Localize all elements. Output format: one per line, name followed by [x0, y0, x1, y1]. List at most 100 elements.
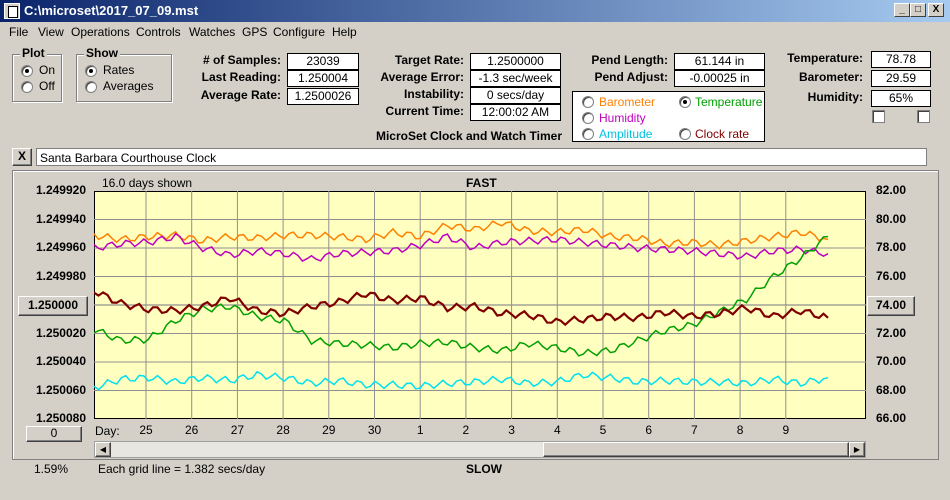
scroll-thumb[interactable] — [543, 442, 849, 457]
day-tick-label: 4 — [553, 423, 561, 437]
day-tick-label: 9 — [782, 423, 790, 437]
plot-series — [94, 220, 829, 391]
plot-on-label: On — [39, 63, 56, 77]
title-bar: C:\microset\2017_07_09.mst _ □ X — [0, 0, 950, 22]
barometer-option-label: Barometer — [599, 95, 656, 109]
left-tick-label: 1.250020 — [35, 325, 86, 340]
clock-rate-radio[interactable] — [679, 128, 691, 140]
right-tick-label: 82.00 — [875, 183, 907, 197]
day-tick-label: 25 — [139, 423, 153, 437]
minimize-button[interactable]: _ — [894, 3, 910, 17]
menu-file[interactable]: File — [9, 25, 29, 39]
menu-watches[interactable]: Watches — [189, 25, 236, 39]
clear-clock-name-button[interactable]: X — [12, 148, 32, 166]
amplitude-option-label: Amplitude — [599, 127, 653, 141]
day-tick-label: 7 — [691, 423, 698, 437]
show-group-title: Show — [84, 46, 120, 60]
temperature-checkbox[interactable] — [872, 110, 885, 123]
show-rates-label: Rates — [103, 63, 135, 77]
amplitude-radio[interactable] — [582, 128, 594, 140]
left-tick-label: 1.249980 — [35, 268, 86, 283]
temperature-label: Temperature: — [787, 51, 863, 65]
pend-length-value[interactable]: 61.144 in — [674, 53, 765, 70]
right-tick-label: 76.00 — [875, 268, 907, 283]
series-line-clock-rate — [94, 291, 829, 327]
left-tick-label: 1.250060 — [35, 382, 86, 397]
plot-grid — [94, 191, 866, 419]
series-line-amplitude — [94, 370, 829, 391]
slow-label: SLOW — [466, 462, 502, 476]
show-averages-radio[interactable] — [85, 81, 97, 93]
menu-help[interactable]: Help — [332, 25, 357, 39]
maximize-button[interactable]: □ — [910, 3, 926, 17]
barometer-label: Barometer: — [798, 70, 863, 84]
temp-center-button[interactable]: 74.00 — [867, 296, 915, 316]
series-line-humidity — [94, 232, 829, 262]
clock-rate-option-label: Clock rate — [695, 127, 750, 141]
humidity-checkbox[interactable] — [917, 110, 930, 123]
current-time-label: Current Time: — [385, 104, 464, 118]
clock-name-input[interactable]: Santa Barbara Courthouse Clock — [36, 148, 927, 166]
instability-label: Instability: — [403, 87, 464, 101]
close-window-button[interactable]: X — [928, 3, 944, 17]
right-tick-label: 78.00 — [875, 240, 907, 254]
plot-area[interactable] — [94, 191, 866, 419]
day-tick-label: 30 — [367, 423, 382, 437]
app-icon[interactable] — [4, 3, 20, 19]
day-tick-label: 29 — [322, 423, 336, 437]
horizontal-scrollbar[interactable]: ◀ ▶ — [94, 441, 866, 458]
menu-configure[interactable]: Configure — [273, 25, 326, 39]
pend-length-label: Pend Length: — [591, 53, 668, 67]
grid-note: Each grid line = 1.382 secs/day — [98, 462, 266, 476]
plot-off-radio[interactable] — [21, 81, 33, 93]
average-rate-value: 1.2500026 — [287, 88, 359, 105]
temperature-radio[interactable] — [679, 96, 691, 108]
app-name: MicroSet Clock and Watch Timer — [375, 129, 562, 143]
series-select-box: Barometer Temperature Humidity Amplitude… — [572, 91, 765, 142]
menu-gps[interactable]: GPS — [242, 25, 268, 39]
day-tick-label: 6 — [645, 423, 653, 437]
last-reading-label: Last Reading: — [201, 70, 281, 84]
menu-controls[interactable]: Controls — [136, 25, 181, 39]
samples-label: # of Samples: — [202, 53, 281, 67]
right-tick-label: 72.00 — [875, 325, 907, 340]
rate-center-button[interactable]: 1.250000 — [18, 296, 88, 316]
humidity-option-label: Humidity — [599, 111, 646, 125]
current-time-value: 12:00:02 AM — [470, 104, 561, 121]
show-rates-radio[interactable] — [85, 65, 97, 77]
plot-group — [12, 54, 62, 102]
day-prefix: Day: — [95, 424, 120, 438]
left-tick-label: 1.249940 — [35, 211, 86, 226]
right-tick-label: 68.00 — [875, 382, 907, 397]
day-tick-label: 1 — [416, 423, 424, 437]
humidity-radio[interactable] — [582, 112, 594, 124]
day-tick-label: 27 — [230, 423, 245, 437]
left-tick-label: 1.250040 — [35, 354, 86, 368]
instability-value: 0 secs/day — [470, 87, 561, 104]
day-tick-label: 8 — [736, 423, 744, 437]
samples-value: 23039 — [287, 53, 359, 70]
day-tick-label: 5 — [599, 423, 607, 437]
barometer-radio[interactable] — [582, 96, 594, 108]
barometer-value: 29.59 — [871, 70, 931, 87]
menu-view[interactable]: View — [38, 25, 64, 39]
series-line-temperature — [94, 235, 829, 357]
humidity-label: Humidity: — [807, 90, 863, 104]
scroll-left-button[interactable]: ◀ — [95, 442, 111, 457]
target-rate-label: Target Rate: — [394, 53, 464, 67]
percent-readout: 1.59% — [34, 462, 69, 476]
plot-on-radio[interactable] — [21, 65, 33, 77]
scroll-right-button[interactable]: ▶ — [849, 442, 865, 457]
menu-operations[interactable]: Operations — [71, 25, 130, 39]
chart-frame — [12, 170, 939, 460]
day-tick-label: 3 — [508, 423, 515, 437]
window-title: C:\microset\2017_07_09.mst — [24, 3, 199, 18]
average-error-label: Average Error: — [380, 70, 464, 84]
last-reading-value: 1.250004 — [287, 70, 359, 87]
temperature-option-label: Temperature — [695, 95, 763, 109]
days-shown: 16.0 days shown — [102, 176, 193, 190]
right-tick-label: 80.00 — [875, 211, 907, 226]
target-rate-value[interactable]: 1.2500000 — [470, 53, 561, 70]
average-error-value: -1.3 sec/week — [470, 70, 561, 87]
zero-button[interactable]: 0 — [26, 426, 82, 442]
